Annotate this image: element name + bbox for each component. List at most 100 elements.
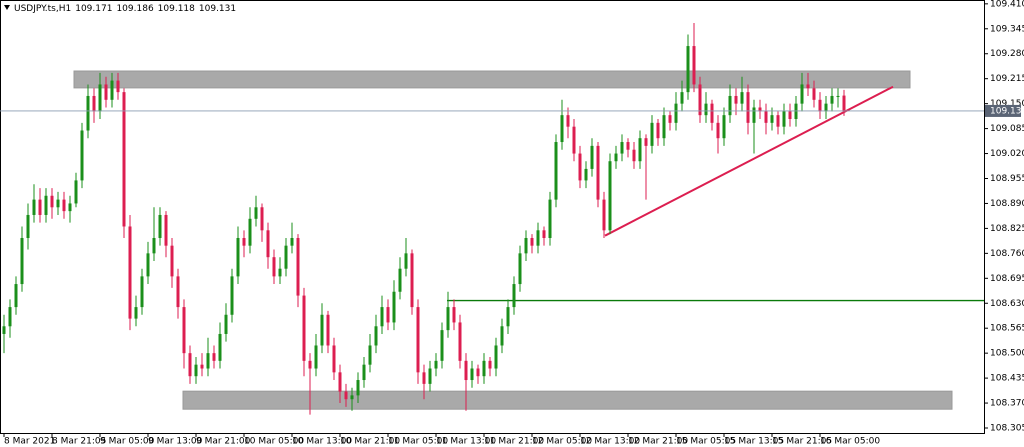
candle-body xyxy=(584,168,588,181)
candle-body xyxy=(158,214,162,238)
candle-body xyxy=(26,214,30,238)
candle-body xyxy=(614,153,618,162)
candle-body xyxy=(380,307,384,327)
candle-body xyxy=(116,80,120,93)
candle-body xyxy=(518,253,522,285)
x-tick-label: 8 Mar 2021 xyxy=(4,437,55,447)
candle-body xyxy=(494,345,498,369)
y-tick-label: 109.215 xyxy=(990,74,1024,84)
candle-body xyxy=(140,276,144,308)
candle-body xyxy=(842,95,846,111)
plot-frame xyxy=(0,0,985,434)
candle-body xyxy=(716,122,720,139)
candle-body xyxy=(104,84,108,100)
candle-body xyxy=(728,95,732,116)
candle-body xyxy=(746,92,750,123)
candle-body xyxy=(674,103,678,123)
price-box xyxy=(985,104,1021,117)
candle-body xyxy=(290,237,294,246)
x-tick-label: 10 Mar 05:00 xyxy=(244,437,304,447)
candle-body xyxy=(134,307,138,319)
candle-body xyxy=(458,322,462,361)
candle-body xyxy=(326,314,330,346)
y-tick-label: 109.280 xyxy=(990,49,1024,59)
candle-body xyxy=(800,84,804,104)
candle-body xyxy=(284,245,288,269)
candle-body xyxy=(554,142,558,200)
candle-body xyxy=(686,46,690,93)
low: 109.118 xyxy=(158,4,195,14)
candle-body xyxy=(806,84,810,89)
y-tick-label: 109.150 xyxy=(990,99,1024,109)
candle-body xyxy=(266,230,270,258)
candle-body xyxy=(506,307,510,327)
candle-body xyxy=(188,353,192,377)
candle-body xyxy=(308,360,312,369)
candle-body xyxy=(548,199,552,238)
candle-body xyxy=(452,307,456,323)
candle-body xyxy=(590,145,594,169)
candle-body xyxy=(56,199,60,208)
header: USDJPY.ts,H1 109.171 109.186 109.118 109.131 xyxy=(14,4,236,14)
candle-body xyxy=(500,326,504,346)
x-tick-label: 15 Mar 13:05 xyxy=(724,437,784,447)
candle-body xyxy=(320,314,324,346)
x-tick-label: 12 Mar 21:00 xyxy=(628,437,688,447)
candle-body xyxy=(638,138,642,162)
x-tick-label: 9 Mar 13:00 xyxy=(148,437,203,447)
candle-body xyxy=(416,307,420,373)
candle-body xyxy=(182,307,186,354)
menu-arrow[interactable] xyxy=(4,5,10,10)
candle-body xyxy=(164,214,168,246)
y-tick-label: 108.825 xyxy=(990,224,1024,234)
candle-body xyxy=(446,307,450,331)
candle-body xyxy=(422,372,426,384)
x-tick-label: 11 Mar 05:00 xyxy=(388,437,448,447)
candle-body xyxy=(218,333,222,361)
candle-body xyxy=(818,99,822,112)
candle-body xyxy=(200,364,204,369)
candle-body xyxy=(224,314,228,334)
candle-body xyxy=(20,237,24,285)
close: 109.131 xyxy=(199,4,236,14)
candle-body xyxy=(176,276,180,308)
candle-body xyxy=(296,237,300,296)
candle-body xyxy=(602,199,606,231)
y-tick-label: 109.020 xyxy=(990,149,1024,159)
candle-body xyxy=(434,360,438,369)
candle-body xyxy=(710,103,714,123)
y-tick-label: 108.955 xyxy=(990,174,1024,184)
candle-body xyxy=(488,360,492,369)
candle-body xyxy=(146,253,150,277)
candle-body xyxy=(680,92,684,104)
candle-body xyxy=(110,80,114,100)
candle-body xyxy=(830,95,834,104)
candle-body xyxy=(542,230,546,238)
candle-body xyxy=(368,345,372,365)
candle-body xyxy=(668,115,672,123)
candle-body xyxy=(608,161,612,231)
candle-body xyxy=(734,95,738,104)
candle-body xyxy=(254,207,258,219)
candle-body xyxy=(194,364,198,377)
candle-body xyxy=(722,115,726,139)
candle-body xyxy=(2,326,6,334)
price-label: 109.131 xyxy=(990,106,1024,116)
y-tick-label: 108.305 xyxy=(990,424,1024,434)
y-tick-label: 109.345 xyxy=(990,24,1024,34)
candle-body xyxy=(32,199,36,215)
candle-body xyxy=(512,284,516,308)
candle-body xyxy=(596,145,600,200)
candle-body xyxy=(362,364,366,381)
candle-body xyxy=(152,237,156,254)
symbol: USDJPY.ts,H1 xyxy=(14,4,71,14)
candle-body xyxy=(410,253,414,308)
candle-body xyxy=(632,149,636,162)
price-zone xyxy=(182,390,953,410)
candle-body xyxy=(98,84,102,112)
x-tick-label: 10 Mar 21:00 xyxy=(340,437,400,447)
y-tick-label: 108.565 xyxy=(990,324,1024,334)
x-tick-label: 12 Mar 05:00 xyxy=(532,437,592,447)
candle-body xyxy=(38,199,42,215)
candle-body xyxy=(740,92,744,104)
